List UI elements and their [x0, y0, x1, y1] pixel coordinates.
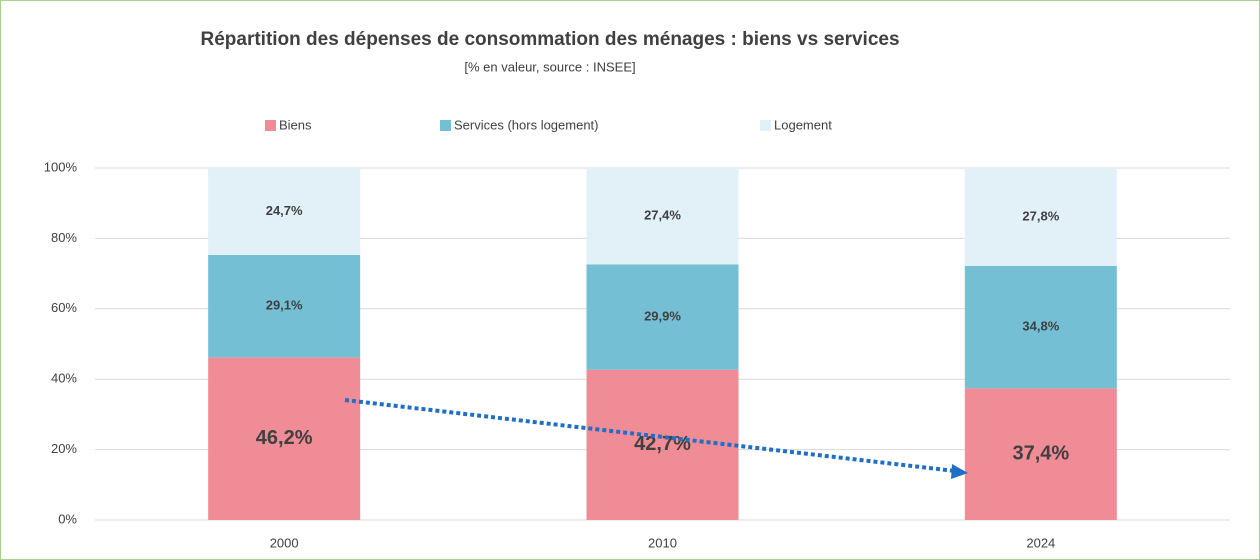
data-label: 24,7% [266, 203, 303, 218]
chart-subtitle: [% en valeur, source : INSEE] [464, 59, 635, 74]
bar-segment [586, 168, 739, 265]
bar-segment [964, 388, 1117, 520]
legend-label: Services (hors logement) [454, 117, 599, 132]
data-label: 37,4% [1012, 442, 1069, 464]
bar-segment [208, 168, 361, 255]
data-label: 29,1% [266, 298, 303, 313]
plot: 0% 20% 40% 60% 80% 100% Biens Services (hors lo… [44, 117, 1230, 550]
y-tick-label: 100% [44, 159, 78, 174]
x-tick-label: 2000 [270, 535, 299, 550]
bar-segment [208, 357, 361, 520]
legend-label: Biens [279, 117, 312, 132]
legend-swatch [760, 120, 771, 131]
bar-segment [208, 254, 361, 358]
data-label: 46,2% [256, 427, 313, 449]
data-label: 29,9% [644, 309, 681, 324]
data-label: 27,8% [1022, 208, 1059, 223]
y-tick-label: 60% [51, 300, 77, 315]
y-tick-label: 80% [51, 230, 77, 245]
legend-swatch [265, 120, 276, 131]
bar-segment [964, 265, 1117, 389]
x-tick-label: 2010 [648, 535, 677, 550]
x-tick-label: 2024 [1026, 535, 1055, 550]
bar-segment [586, 369, 739, 520]
data-label: 42,7% [634, 433, 691, 455]
arrow-line [344, 398, 956, 473]
trend-arrow [344, 398, 968, 479]
chart-title: Répartition des dépenses de consommation… [200, 29, 899, 50]
legend-label: Logement [774, 117, 832, 132]
y-tick-label: 0% [58, 511, 77, 526]
bar-segment [964, 168, 1117, 266]
legend-swatch [440, 120, 451, 131]
data-label: 34,8% [1022, 319, 1059, 334]
y-tick-label: 40% [51, 371, 77, 386]
y-tick-label: 20% [51, 441, 77, 456]
arrow-head [951, 464, 968, 479]
bar-segment [586, 264, 739, 370]
data-label: 27,4% [644, 208, 681, 223]
